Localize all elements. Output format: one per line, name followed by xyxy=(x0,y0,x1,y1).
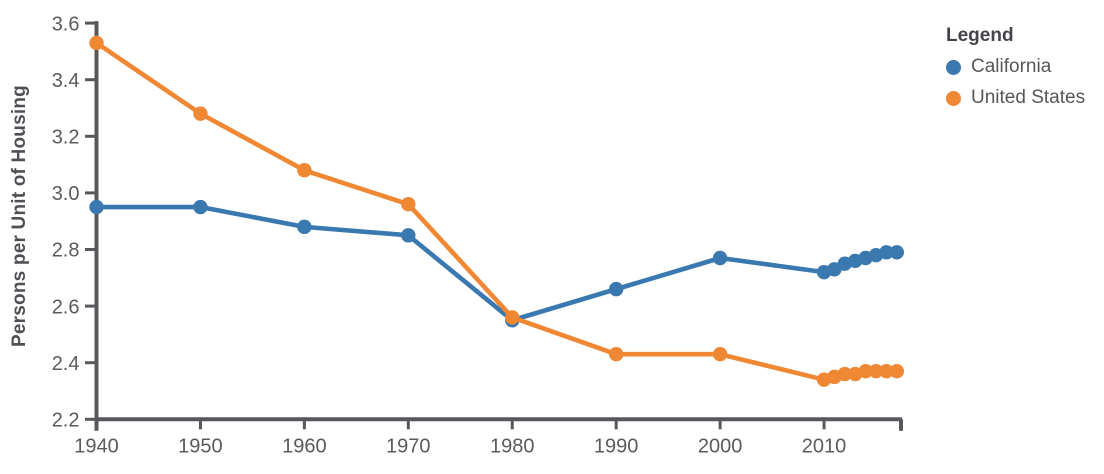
legend-item-label: United States xyxy=(971,87,1086,108)
data-point-california xyxy=(608,281,624,297)
y-tick-label: 2.8 xyxy=(52,240,80,262)
x-tick-label: 1950 xyxy=(178,435,223,457)
california-series-swatch-icon xyxy=(946,59,961,75)
y-tick-label: 3.6 xyxy=(52,13,80,35)
x-tick-label: 1970 xyxy=(386,435,431,457)
x-tick-label: 1980 xyxy=(490,435,535,457)
united-states-series-swatch-icon xyxy=(946,90,961,106)
data-point-united-states xyxy=(879,363,894,379)
data-point-united-states xyxy=(505,310,520,325)
data-point-united-states xyxy=(297,163,312,178)
y-tick-label: 3.0 xyxy=(52,183,80,205)
data-point-california xyxy=(401,228,416,243)
y-tick-label: 3.4 xyxy=(52,70,80,92)
data-point-california xyxy=(297,219,312,235)
legend-item-label: California xyxy=(971,56,1052,77)
data-point-united-states xyxy=(608,347,624,362)
x-tick-label: 1990 xyxy=(594,435,639,457)
data-point-united-states xyxy=(858,363,873,379)
x-tick-label: 2000 xyxy=(698,435,743,457)
data-point-united-states xyxy=(868,363,884,379)
y-axis-title: Persons per Unit of Housing xyxy=(9,85,30,347)
y-tick-label: 2.6 xyxy=(52,296,80,318)
data-point-united-states xyxy=(712,347,728,362)
legend-title: Legend xyxy=(946,25,1014,46)
data-point-california xyxy=(193,199,208,215)
data-point-united-states xyxy=(889,363,905,379)
x-tick-label: 2010 xyxy=(802,435,847,457)
data-point-california xyxy=(889,245,905,260)
y-tick-label: 2.4 xyxy=(52,353,80,375)
data-point-united-states xyxy=(89,35,104,51)
legend-item-california: California xyxy=(946,56,1085,78)
data-point-united-states xyxy=(837,366,853,382)
legend: Legend California United States xyxy=(946,25,1085,118)
data-point-california xyxy=(89,199,104,215)
x-tick-label: 1940 xyxy=(74,435,119,457)
data-point-united-states xyxy=(193,106,208,121)
x-tick-label: 1960 xyxy=(282,435,327,457)
legend-item-united-states: United States xyxy=(946,87,1085,109)
data-point-california xyxy=(879,245,894,260)
data-point-united-states xyxy=(401,197,416,212)
y-tick-label: 2.2 xyxy=(52,410,80,432)
y-tick-label: 3.2 xyxy=(52,127,80,149)
data-point-california xyxy=(712,250,728,266)
